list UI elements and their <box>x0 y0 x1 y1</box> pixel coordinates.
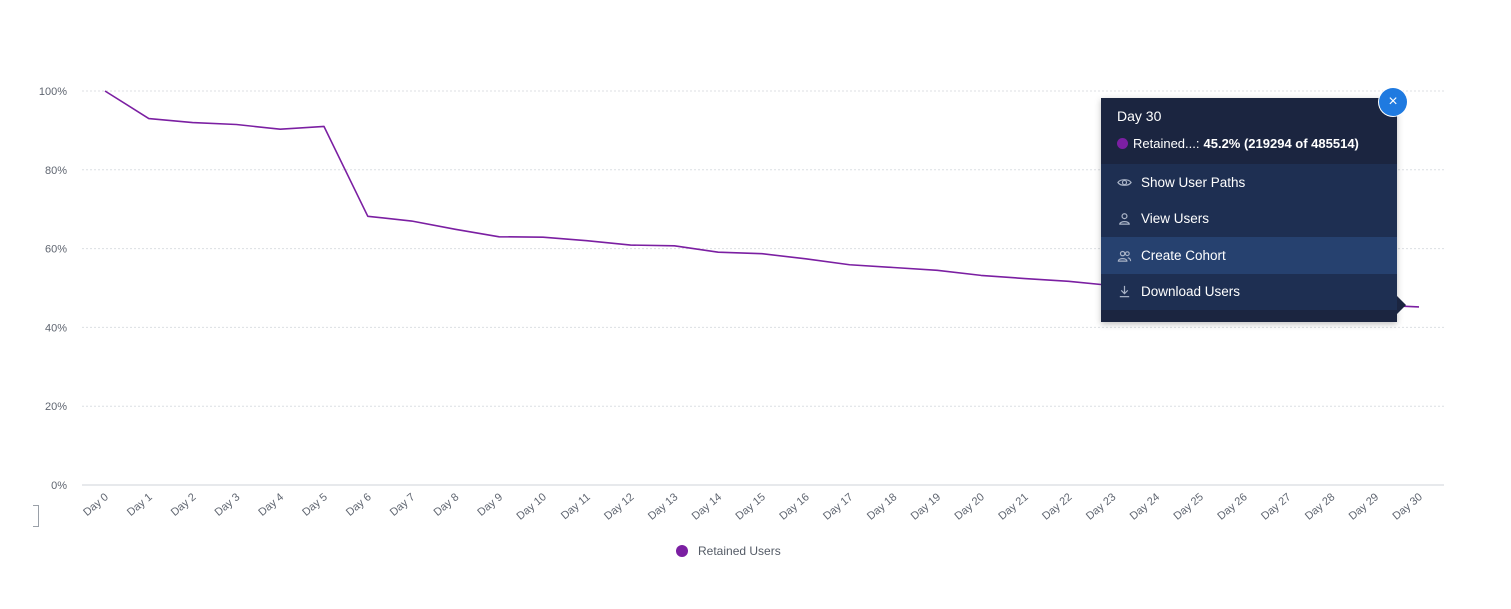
data-point[interactable] <box>144 114 154 124</box>
show-user-paths-button[interactable]: Show User Paths <box>1101 164 1397 201</box>
close-tooltip-button[interactable]: × <box>1379 88 1407 116</box>
x-tick-label: Day 8 <box>432 491 462 519</box>
data-point[interactable] <box>669 241 679 251</box>
x-tick-label: Day 18 <box>865 491 899 523</box>
tooltip-value: 45.2% (219294 of 485514) <box>1203 136 1359 151</box>
data-point[interactable] <box>231 119 241 129</box>
tooltip-value-row: Retained...: 45.2% (219294 of 485514) <box>1117 136 1359 151</box>
y-tick-label: 100% <box>39 86 67 98</box>
legend[interactable]: Retained Users <box>676 544 781 558</box>
x-tick-label: Day 27 <box>1259 491 1293 523</box>
data-point[interactable] <box>845 260 855 270</box>
tooltip-title: Day 30 <box>1117 108 1162 124</box>
show-user-paths-label: Show User Paths <box>1141 174 1246 190</box>
data-point-tooltip: Day 30 Retained...: 45.2% (219294 of 485… <box>1101 98 1406 322</box>
x-tick-label: Day 23 <box>1084 491 1118 523</box>
x-tick-label: Day 15 <box>734 491 768 523</box>
y-axis-ticks: 0% 20% 40% 60% 80% 100% <box>39 86 67 492</box>
x-tick-label: Day 4 <box>256 491 286 519</box>
tooltip-series-dot <box>1117 138 1128 149</box>
create-cohort-button[interactable]: Create Cohort <box>1101 237 1397 274</box>
download-users-button[interactable]: Download Users <box>1101 273 1397 310</box>
data-point[interactable] <box>275 124 285 134</box>
eye-icon <box>1117 178 1132 186</box>
x-tick-label: Day 14 <box>690 491 724 523</box>
users-icon <box>1117 250 1132 262</box>
data-point[interactable] <box>1064 276 1074 286</box>
x-tick-label: Day 17 <box>821 491 855 523</box>
x-tick-label: Day 29 <box>1347 491 1381 523</box>
x-tick-label: Day 26 <box>1215 491 1249 523</box>
x-tick-label: Day 19 <box>909 491 943 523</box>
data-point[interactable] <box>888 263 898 273</box>
x-tick-label: Day 9 <box>475 491 505 519</box>
x-tick-label: Day 5 <box>300 491 330 519</box>
data-point[interactable] <box>319 121 329 131</box>
x-axis-ticks: Day 0 Day 1 Day 2 Day 3 Day 4 Day 5 Day 6 Day 7… <box>81 491 1425 523</box>
download-icon <box>1119 286 1130 298</box>
data-point[interactable] <box>713 247 723 257</box>
x-tick-label: Day 21 <box>996 491 1030 523</box>
data-point[interactable] <box>450 224 460 234</box>
data-point[interactable] <box>757 249 767 259</box>
y-tick-label: 0% <box>51 480 67 492</box>
x-tick-label: Day 6 <box>344 491 374 519</box>
x-tick-label: Day 10 <box>515 491 549 523</box>
data-point[interactable] <box>1020 274 1030 284</box>
x-tick-label: Day 11 <box>559 491 593 522</box>
y-tick-label: 80% <box>45 165 67 177</box>
x-tick-label: Day 7 <box>388 491 418 519</box>
tooltip-series-label: Retained...: <box>1133 136 1200 151</box>
data-point[interactable] <box>100 86 110 96</box>
user-icon <box>1119 213 1130 225</box>
data-point[interactable] <box>1414 302 1424 312</box>
x-tick-label: Day 28 <box>1303 491 1337 523</box>
x-tick-label: Day 22 <box>1040 491 1074 523</box>
view-users-button[interactable]: View Users <box>1101 200 1397 237</box>
x-tick-label: Day 2 <box>169 491 199 519</box>
y-tick-label: 60% <box>45 244 67 256</box>
data-point[interactable] <box>976 270 986 280</box>
gridlines <box>82 90 1444 486</box>
data-point[interactable] <box>932 265 942 275</box>
x-tick-label: Day 16 <box>777 491 811 523</box>
y-tick-label: 20% <box>45 401 67 413</box>
data-point[interactable] <box>626 240 636 250</box>
data-point[interactable] <box>538 232 548 242</box>
download-users-label: Download Users <box>1141 284 1241 300</box>
x-tick-label: Day 12 <box>602 491 636 523</box>
x-tick-label: Day 24 <box>1128 491 1162 523</box>
y-tick-label: 40% <box>45 322 67 334</box>
close-icon: × <box>1388 93 1398 110</box>
legend-color-dot <box>676 545 688 557</box>
x-tick-label: Day 0 <box>81 491 111 519</box>
x-tick-label: Day 1 <box>125 491 155 519</box>
x-tick-label: Day 13 <box>646 491 680 523</box>
x-tick-label: Day 20 <box>953 491 987 523</box>
data-point[interactable] <box>582 236 592 246</box>
x-tick-label: Day 25 <box>1172 491 1206 523</box>
x-tick-label: Day 30 <box>1391 491 1425 523</box>
view-users-label: View Users <box>1141 211 1210 227</box>
create-cohort-label: Create Cohort <box>1141 247 1226 263</box>
data-point[interactable] <box>363 211 373 221</box>
scroll-bracket <box>33 505 39 527</box>
data-point[interactable] <box>494 232 504 242</box>
legend-label: Retained Users <box>698 544 781 558</box>
data-point[interactable] <box>188 118 198 128</box>
data-point[interactable] <box>407 216 417 226</box>
tooltip-menu: Show User Paths View Users Create Cohort… <box>1101 164 1397 310</box>
data-point[interactable] <box>801 254 811 264</box>
x-tick-label: Day 3 <box>213 491 243 519</box>
